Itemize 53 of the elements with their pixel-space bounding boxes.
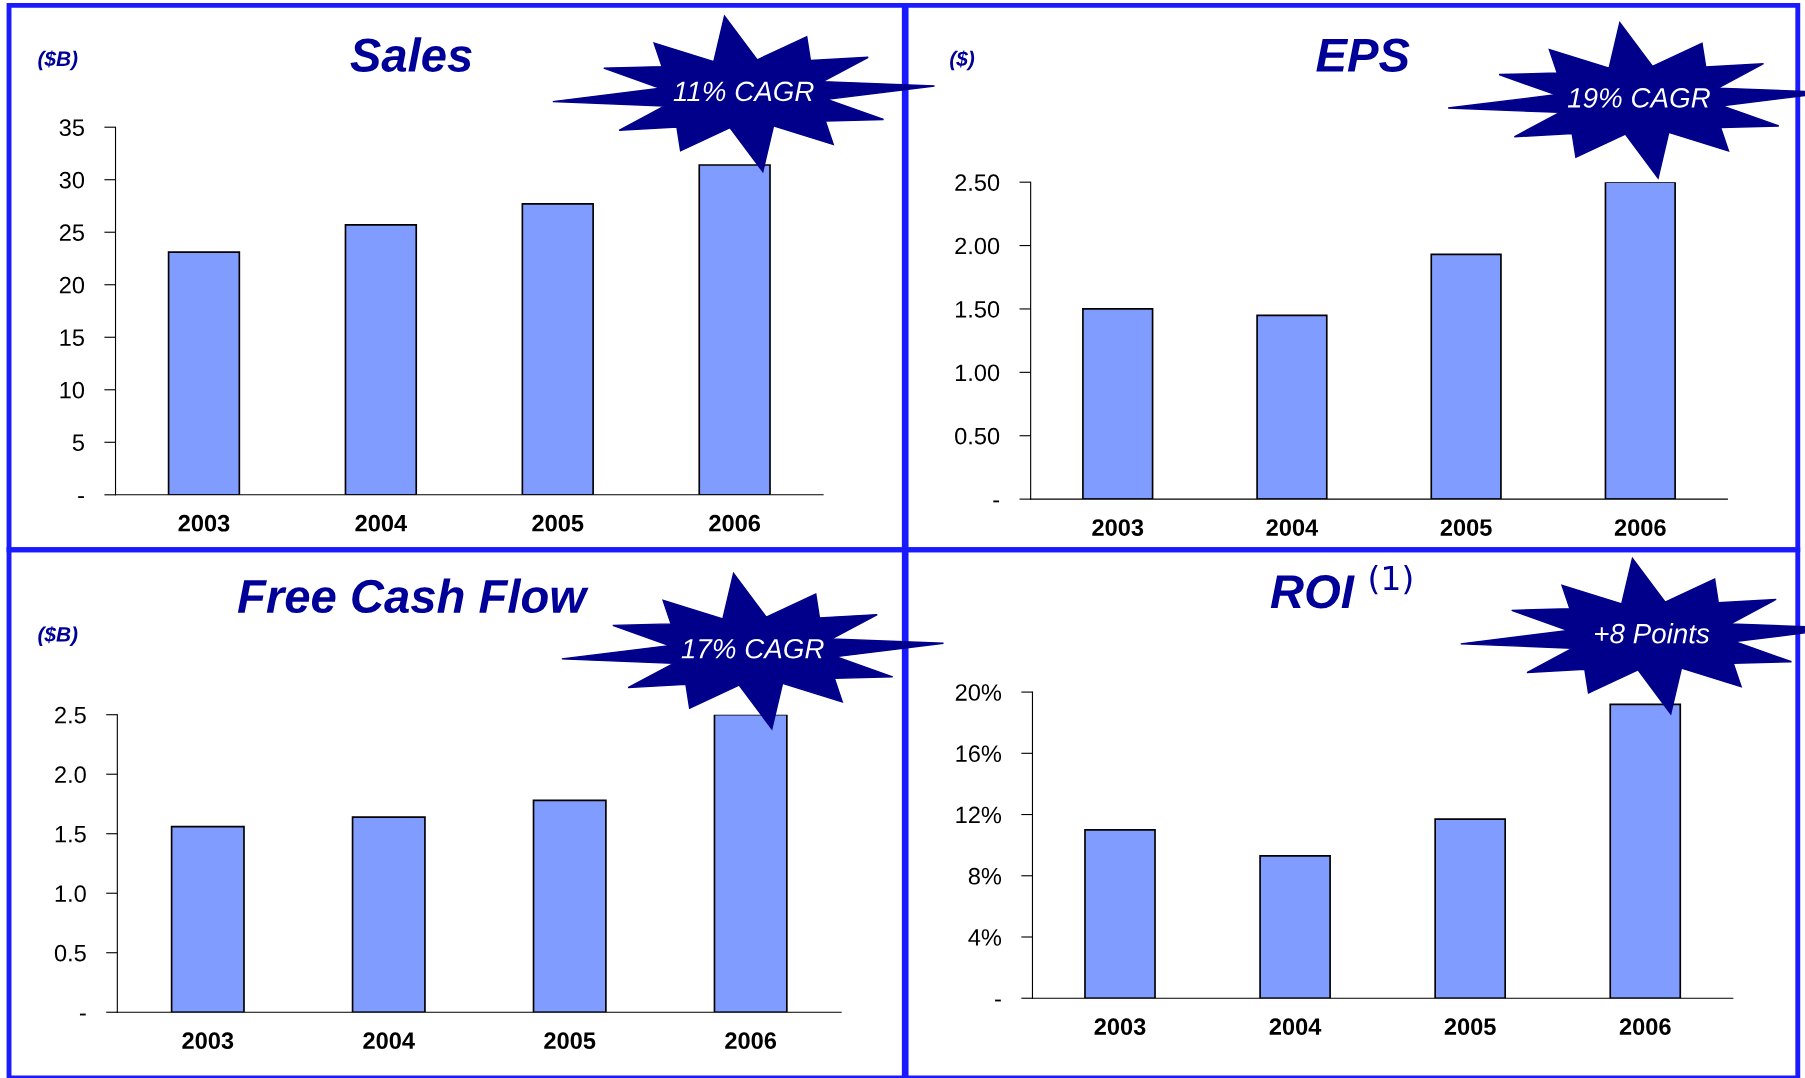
chart-title: Sales <box>350 37 472 72</box>
y-axis-title: ($) <box>950 50 975 71</box>
y-tick-label: - <box>993 500 1000 503</box>
y-tick-label: 2.0 <box>55 766 86 784</box>
x-tick-label: 2004 <box>355 514 407 532</box>
y-tick-label: 1.5 <box>55 826 86 843</box>
y-tick-label: 25 <box>59 224 84 242</box>
y-tick-label: - <box>995 999 1001 1002</box>
y-tick-label: 1.0 <box>55 885 86 903</box>
x-tick-label: 2004 <box>363 1032 415 1050</box>
y-tick-label: 12% <box>956 806 1002 824</box>
y-tick-label: 2.50 <box>955 174 1000 191</box>
y-tick-label: 30 <box>59 171 85 189</box>
x-tick-label: 2003 <box>1094 1018 1146 1036</box>
x-tick-label: 2005 <box>544 1032 596 1050</box>
y-tick-label: 0.50 <box>955 427 1000 445</box>
text: 19% CAGR <box>1567 88 1710 108</box>
x-tick-label: 2004 <box>1269 1018 1322 1036</box>
x-tick-label: 2003 <box>178 514 230 532</box>
y-tick-label: - <box>78 496 84 499</box>
y-tick-label: 8% <box>968 867 1002 885</box>
y-axis-title: ($B) <box>38 50 78 71</box>
y-tick-label: 2.00 <box>955 237 1000 255</box>
y-tick-label: 15 <box>60 329 84 347</box>
y-tick-label: 4% <box>968 929 1002 946</box>
x-tick-label: 2006 <box>1614 519 1666 536</box>
x-tick-label: 2003 <box>182 1032 234 1050</box>
chart-title: EPS <box>1316 38 1410 72</box>
text: +8 Points <box>1595 623 1710 644</box>
x-tick-label: 2005 <box>1444 1018 1496 1036</box>
y-axis-title: ($B) <box>38 626 78 646</box>
text: 11% CAGR <box>673 81 814 102</box>
x-tick-label: 2006 <box>1619 1018 1671 1036</box>
x-tick-label: 2006 <box>709 514 761 532</box>
y-tick-label: 2.5 <box>55 706 86 724</box>
chart-title: Free Cash Flow <box>237 578 589 614</box>
y-tick-label: - <box>79 1013 86 1016</box>
y-tick-label: 10 <box>60 381 85 399</box>
y-tick-label: 20 <box>59 276 85 294</box>
y-tick-label: 35 <box>59 119 84 136</box>
x-tick-label: 2003 <box>1092 519 1144 536</box>
y-tick-label: 1.00 <box>955 364 1000 382</box>
x-tick-label: 2005 <box>1440 519 1492 536</box>
y-tick-label: 0.5 <box>54 944 86 962</box>
y-tick-label: 1.50 <box>955 301 1000 318</box>
y-tick-label: 5 <box>72 434 84 452</box>
y-tick-label: 20% <box>955 684 1002 701</box>
text: 17% CAGR <box>681 638 824 659</box>
y-tick-label: 16% <box>956 745 1002 763</box>
x-tick-label: 2004 <box>1266 519 1319 536</box>
x-tick-label: 2005 <box>532 514 584 532</box>
x-tick-label: 2006 <box>725 1032 777 1050</box>
chart-title: ROI $^{(1)}$ <box>1270 564 1412 609</box>
